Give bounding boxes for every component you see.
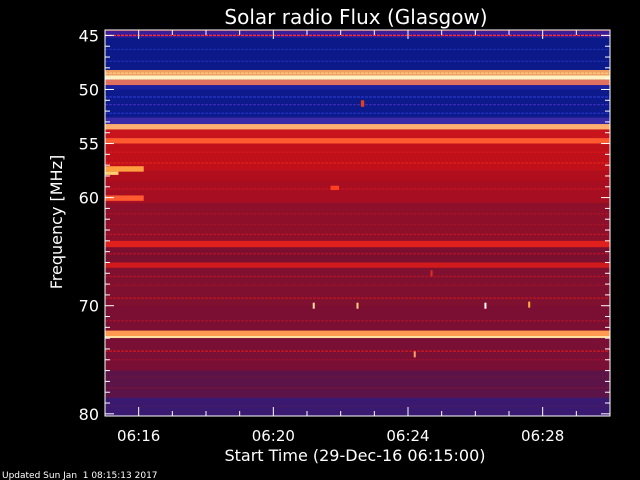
spectral-band [105,37,610,71]
spectral-band [105,335,610,339]
spectral-band [105,262,610,268]
interference-spike [484,302,487,309]
interference-spike [528,301,531,308]
y-tick-label: 80 [79,405,99,424]
y-tick-label: 70 [79,297,99,316]
spectral-band [105,170,610,182]
spectral-band [105,85,610,90]
x-tick-label: 06:16 [117,427,160,445]
interference-spike [413,351,416,358]
plot-area [105,30,610,416]
interference-spike [356,302,359,309]
plot-frame [104,29,611,417]
interference-spike [430,270,433,277]
update-timestamp: Updated Sun Jan 1 08:15:13 2017 [2,471,158,480]
spectral-band [105,181,610,203]
spectral-band [105,124,610,130]
spectral-band [105,267,610,306]
y-axis-label: Frequency [MHz] [47,155,66,289]
y-tick-label: 60 [79,189,99,208]
spectral-band [105,117,610,125]
spectral-band [105,79,610,86]
spectral-band [105,202,610,241]
y-tick-label: 45 [79,26,99,45]
spectral-band [105,31,610,38]
spectral-band [105,138,610,144]
y-tick-label: 50 [79,80,99,99]
radio-burst [360,100,365,107]
y-tick-label: 55 [79,135,99,154]
spectral-band [105,129,610,139]
spectral-band [105,330,610,336]
chart-title: Solar radio Flux (Glasgow) [224,5,487,29]
x-tick-label: 06:28 [521,427,564,445]
spectral-band [105,143,610,171]
radio-burst [105,195,144,201]
spectral-band [105,240,610,248]
x-tick-label: 06:20 [252,427,295,445]
interference-spike [312,302,315,309]
spectral-band [105,247,610,263]
spectral-band [105,75,610,80]
radio-burst [105,171,119,175]
x-tick-label: 06:24 [386,427,429,445]
radio-burst [330,185,339,191]
x-axis-label: Start Time (29-Dec-16 06:15:00) [224,446,485,465]
axes: 45 50 55 60 70 80 06:16 06:20 06:24 06:28 [79,26,611,445]
spectral-band [105,305,610,331]
spectral-band [105,370,610,398]
spectral-band [105,338,610,371]
radio-burst [105,166,144,172]
